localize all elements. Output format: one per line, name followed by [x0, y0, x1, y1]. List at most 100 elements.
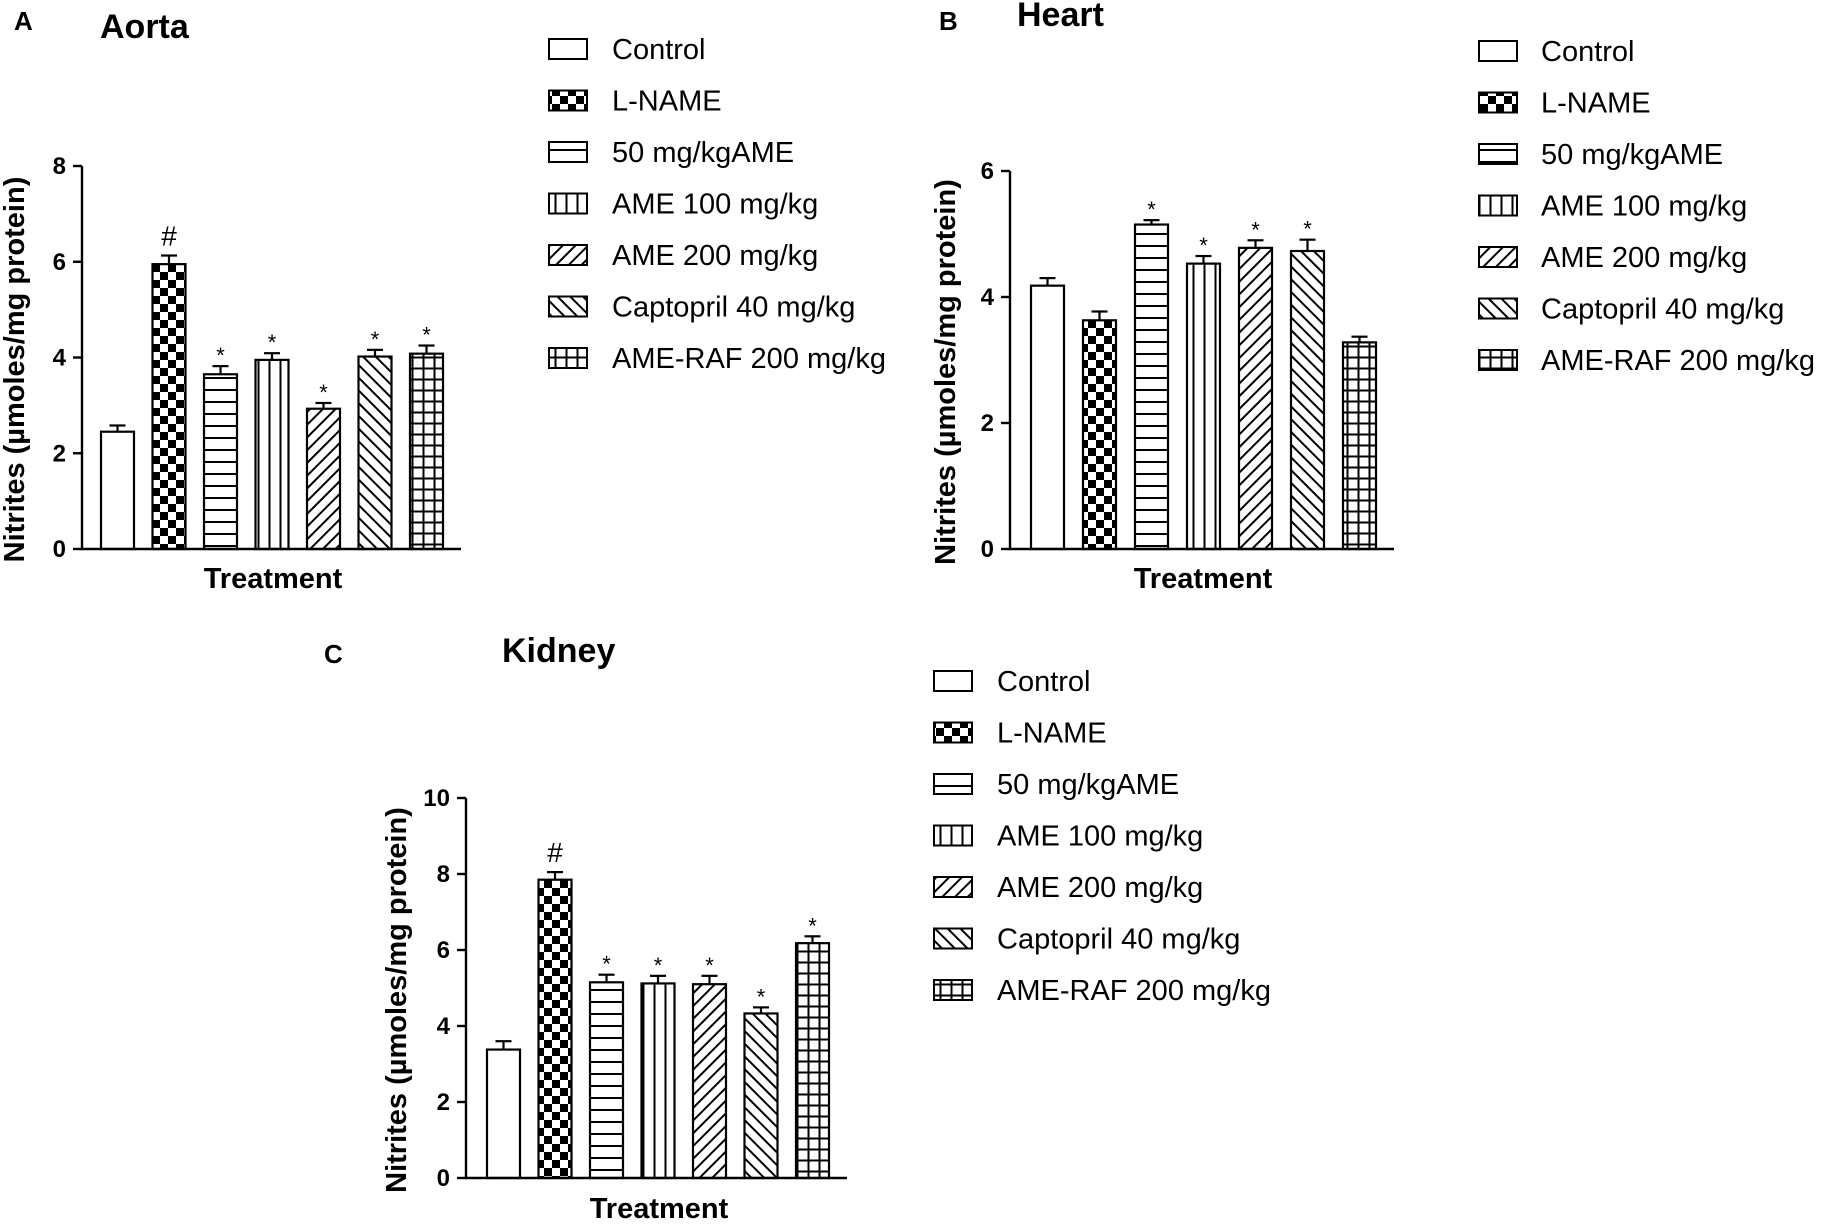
bar-3 — [1133, 223, 1170, 551]
legend-label: L-NAME — [1541, 88, 1651, 120]
y-tick-label: 0 — [981, 536, 994, 563]
x-axis-title: Treatment — [1134, 563, 1273, 595]
bar-7 — [1341, 341, 1378, 551]
bar-3 — [588, 981, 625, 1180]
legend-swatch — [933, 670, 973, 692]
legend-swatch — [1478, 349, 1518, 371]
legend-swatch — [548, 347, 588, 369]
legend-label: 50 mg/kgAME — [612, 137, 794, 169]
legend-label: Control — [1541, 36, 1635, 68]
legend-label: AME-RAF 200 mg/kg — [1541, 345, 1815, 377]
x-axis-title: Treatment — [590, 1193, 729, 1225]
legend-swatch — [548, 89, 588, 112]
bar-6 — [1289, 249, 1326, 551]
significance-asterisk: * — [705, 953, 714, 978]
bar-6 — [743, 1012, 779, 1180]
significance-asterisk: * — [216, 343, 225, 368]
y-tick-label: 6 — [981, 158, 994, 185]
panel-letter: A — [14, 6, 33, 36]
y-tick-label: 6 — [53, 249, 66, 276]
legend-label: Control — [997, 666, 1091, 698]
y-tick-label: 4 — [437, 1013, 451, 1040]
legend: Control L-NAME 50 mg/kgAME AME 100 mg/kg AME… — [548, 34, 886, 375]
bar-5 — [1237, 246, 1274, 551]
legend: Control L-NAME 50 mg/kgAME AME 100 mg/kg AME… — [1478, 36, 1815, 377]
chart-panel-b: B Heart * * * * 0 2 4 6 Treatment Nitrites (µmoles/… — [930, 0, 1815, 595]
y-tick-label: 8 — [437, 861, 450, 888]
significance-hash: # — [161, 221, 177, 252]
legend-swatch — [933, 721, 973, 744]
significance-asterisk: * — [757, 984, 766, 1009]
y-axis-title: Nitrites (µmoles/mg protein) — [930, 179, 962, 565]
bar-7 — [794, 942, 831, 1180]
y-tick-label: 2 — [53, 440, 66, 467]
bar-1 — [99, 430, 136, 551]
legend-swatch — [548, 244, 588, 266]
significance-asterisk: * — [602, 952, 611, 977]
bar-5 — [691, 983, 728, 1180]
legend-swatch — [548, 141, 588, 163]
legend-label: AME 200 mg/kg — [997, 872, 1203, 904]
legend-label: AME-RAF 200 mg/kg — [997, 975, 1271, 1007]
y-tick-label: 2 — [981, 410, 994, 437]
significance-hash: # — [547, 837, 563, 868]
bar-5 — [305, 407, 342, 551]
significance-asterisk: * — [422, 323, 431, 348]
y-tick-label: 4 — [53, 345, 67, 372]
legend: Control L-NAME 50 mg/kgAME AME 100 mg/kg AME… — [933, 666, 1271, 1007]
bar-4 — [254, 358, 290, 551]
legend-label: AME 100 mg/kg — [997, 821, 1203, 853]
legend-label: Control — [612, 34, 706, 66]
legend-swatch — [933, 773, 973, 795]
legend-label: AME 200 mg/kg — [1541, 242, 1747, 274]
legend-label: AME 100 mg/kg — [612, 189, 818, 221]
legend-label: AME 100 mg/kg — [1541, 191, 1747, 223]
significance-asterisk: * — [1199, 233, 1208, 258]
significance-asterisk: * — [268, 330, 277, 355]
panel-letter: B — [939, 6, 958, 36]
bar-4 — [1185, 262, 1222, 551]
legend-label: 50 mg/kgAME — [997, 769, 1179, 801]
legend-swatch — [1478, 246, 1518, 268]
y-tick-label: 2 — [437, 1089, 450, 1116]
y-axis-title: Nitrites (µmoles/mg protein) — [0, 177, 31, 563]
bar-7 — [408, 352, 445, 551]
x-axis-title: Treatment — [204, 563, 343, 595]
chart-title: Heart — [1017, 0, 1104, 34]
legend-label: L-NAME — [612, 86, 722, 118]
legend-swatch — [933, 824, 973, 847]
bar-1 — [1029, 284, 1066, 551]
y-tick-label: 8 — [53, 153, 66, 180]
y-tick-label: 10 — [423, 785, 450, 812]
y-tick-label: 6 — [437, 937, 450, 964]
bar-4 — [640, 982, 676, 1180]
legend-label: AME 200 mg/kg — [612, 240, 818, 272]
chart-title: Kidney — [502, 632, 615, 670]
significance-asterisk: * — [1251, 217, 1260, 242]
bar-2 — [537, 878, 573, 1180]
chart-panel-a: A Aorta # * * * * * 0 2 4 6 8 Treatment Nitrites (µmol… — [0, 6, 886, 595]
legend-label: Captopril 40 mg/kg — [612, 292, 855, 324]
legend-swatch — [548, 192, 588, 215]
y-tick-label: 0 — [53, 536, 66, 563]
significance-asterisk: * — [654, 953, 663, 978]
legend-swatch — [548, 295, 588, 318]
significance-asterisk: * — [319, 380, 328, 405]
legend-label: Captopril 40 mg/kg — [1541, 294, 1784, 326]
bar-6 — [357, 355, 393, 551]
bar-3 — [202, 373, 239, 551]
bar-2 — [1081, 319, 1118, 551]
legend-label: AME-RAF 200 mg/kg — [612, 343, 886, 375]
legend-label: 50 mg/kgAME — [1541, 139, 1723, 171]
significance-asterisk: * — [371, 327, 380, 352]
legend-swatch — [933, 927, 973, 950]
legend-swatch — [933, 979, 973, 1001]
bar-2 — [151, 263, 187, 551]
legend-swatch — [1478, 297, 1518, 320]
chart-panel-c: C Kidney # * * * * * 0 2 4 6 8 10 Treatment Nitrites (µ… — [324, 632, 1271, 1225]
significance-asterisk: * — [1303, 217, 1312, 242]
legend-label: Captopril 40 mg/kg — [997, 924, 1240, 956]
chart-title: Aorta — [100, 8, 190, 46]
